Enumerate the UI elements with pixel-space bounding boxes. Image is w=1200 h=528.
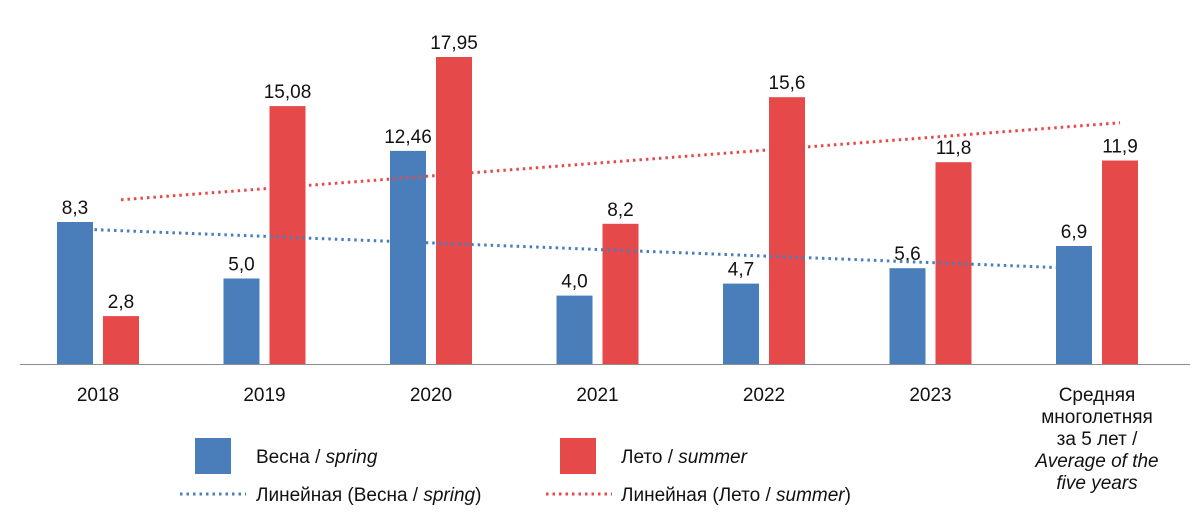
bar-summer-average — [1102, 160, 1138, 364]
data-label-summer-2019: 15,08 — [264, 82, 312, 103]
legend-swatch-spring — [195, 438, 231, 474]
bar-spring-2020 — [390, 150, 426, 364]
x-tick-label-2018: 2018 — [77, 385, 119, 406]
x-tick-label-2020: 2020 — [410, 385, 452, 406]
x-tick-label-2019: 2019 — [243, 385, 285, 406]
bar-spring-2023 — [889, 268, 926, 364]
legend: Весна / spring Лето / summer Линейная (В… — [180, 438, 851, 506]
data-label-summer-2021: 8,2 — [607, 200, 633, 221]
bar-summer-2021 — [602, 223, 639, 364]
x-tick-label-2021: 2021 — [576, 385, 618, 406]
data-label-spring-average: 6,9 — [1061, 222, 1087, 243]
bar-spring-2021 — [556, 295, 593, 364]
bar-spring-2018 — [57, 222, 93, 364]
data-label-summer-2018: 2,8 — [108, 292, 134, 313]
x-axis-tick-labels: 2018 2019 2020 2021 2022 2023 Средняя многолетн… — [77, 385, 1159, 494]
legend-label-summer: Лето / summer — [621, 447, 748, 468]
data-label-spring-2020: 12,46 — [384, 127, 432, 148]
legend-label-trend-spring: Линейная (Весна / spring) — [256, 485, 481, 506]
data-label-summer-2023: 11,8 — [936, 138, 972, 159]
data-label-summer-2020: 17,95 — [430, 33, 478, 54]
data-label-spring-2018: 8,3 — [62, 198, 88, 219]
bar-spring-2019 — [223, 278, 260, 364]
legend-label-trend-summer: Линейная (Лето / summer) — [621, 485, 851, 506]
plot-area: 8,35,012,464,04,75,66,92,815,0817,958,21… — [20, 33, 1190, 365]
x-tick-label-2023: 2023 — [909, 385, 951, 406]
data-label-summer-average: 11,9 — [1102, 137, 1138, 158]
bar-summer-2022 — [769, 97, 805, 364]
x-tick-label-average: Средняя многолетняя за 5 лет / Average of t… — [1034, 385, 1158, 494]
bar-summer-2019 — [269, 106, 306, 364]
trendline-spring — [74, 227, 1075, 270]
data-label-summer-2022: 15,6 — [769, 73, 806, 94]
bar-summer-2020 — [436, 57, 472, 364]
data-label-spring-2019: 5,0 — [228, 255, 254, 276]
legend-label-spring: Весна / spring — [256, 447, 378, 468]
data-label-spring-2022: 4,7 — [728, 260, 754, 281]
legend-swatch-summer — [560, 438, 596, 474]
bar-spring-2022 — [723, 283, 759, 364]
bar-spring-average — [1056, 246, 1092, 364]
data-label-spring-2021: 4,0 — [561, 272, 587, 293]
trendline-summer — [120, 121, 1121, 202]
x-tick-label-2022: 2022 — [743, 385, 785, 406]
bar-summer-2018 — [103, 316, 139, 364]
